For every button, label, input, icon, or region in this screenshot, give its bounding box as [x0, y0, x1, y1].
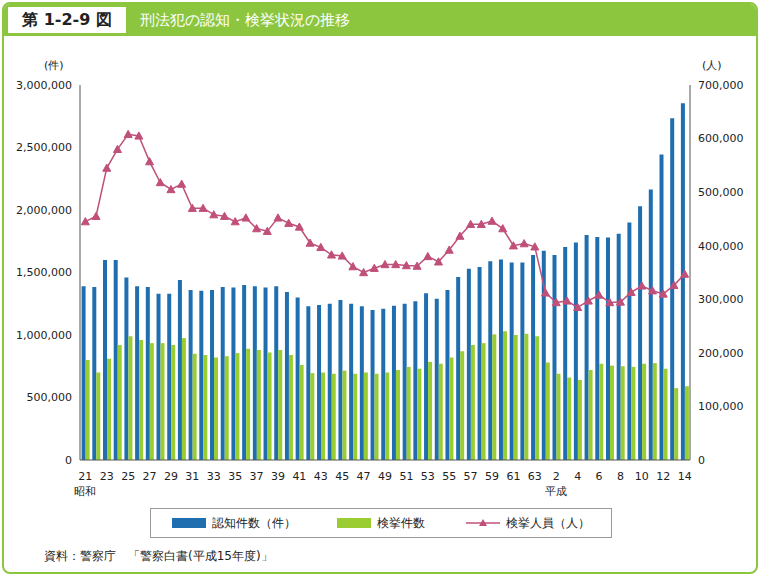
svg-text:47: 47 [357, 470, 371, 483]
svg-text:37: 37 [250, 470, 264, 483]
svg-text:100,000: 100,000 [698, 400, 744, 413]
svg-text:57: 57 [464, 470, 478, 483]
svg-text:8: 8 [617, 470, 624, 483]
html-text:(件): (件) [44, 59, 64, 72]
svg-text:1,500,000: 1,500,000 [16, 266, 72, 279]
html-text:刑法犯の認知・検挙状況の推移: 刑法犯の認知・検挙状況の推移 [140, 11, 350, 29]
html-text:資料：警察庁 「警察白書(平成15年度)」: 資料：警察庁 「警察白書(平成15年度)」 [44, 549, 273, 563]
svg-text:400,000: 400,000 [698, 240, 744, 253]
svg-text:12: 12 [656, 470, 670, 483]
svg-text:43: 43 [314, 470, 328, 483]
svg-text:35: 35 [228, 470, 242, 483]
svg-text:31: 31 [185, 470, 199, 483]
svg-text:14: 14 [678, 470, 692, 483]
svg-text:3,000,000: 3,000,000 [16, 79, 72, 92]
svg-text:23: 23 [100, 470, 114, 483]
svg-text:0: 0 [65, 454, 72, 467]
html-text:検挙件数: 検挙件数 [377, 515, 425, 530]
svg-text:0: 0 [698, 454, 705, 467]
svg-text:500,000: 500,000 [27, 391, 73, 404]
svg-text:25: 25 [121, 470, 135, 483]
svg-text:2,000,000: 2,000,000 [16, 204, 72, 217]
svg-text:2,500,000: 2,500,000 [16, 141, 72, 154]
svg-text:53: 53 [421, 470, 435, 483]
svg-text:1,000,000: 1,000,000 [16, 329, 72, 342]
svg-text:300,000: 300,000 [698, 293, 744, 306]
svg-text:10: 10 [635, 470, 649, 483]
html-text:検挙人員（人）: 検挙人員（人） [506, 515, 591, 530]
html-text:第 1-2-9 図: 第 1-2-9 図 [22, 10, 112, 29]
svg-text:39: 39 [271, 470, 285, 483]
svg-text:6: 6 [596, 470, 603, 483]
svg-text:昭和: 昭和 [74, 485, 96, 498]
svg-text:41: 41 [292, 470, 306, 483]
html-text:(人): (人) [702, 59, 722, 72]
svg-text:平成: 平成 [545, 485, 567, 498]
html-text:認知件数（件）: 認知件数（件） [211, 515, 296, 530]
svg-text:700,000: 700,000 [698, 79, 744, 92]
svg-text:51: 51 [399, 470, 413, 483]
svg-text:200,000: 200,000 [698, 347, 744, 360]
svg-text:63: 63 [528, 470, 542, 483]
svg-text:55: 55 [442, 470, 456, 483]
svg-text:4: 4 [574, 470, 581, 483]
svg-text:2: 2 [553, 470, 560, 483]
svg-text:45: 45 [335, 470, 349, 483]
svg-text:59: 59 [485, 470, 499, 483]
svg-text:500,000: 500,000 [698, 186, 744, 199]
svg-text:21: 21 [78, 470, 92, 483]
svg-text:61: 61 [506, 470, 520, 483]
svg-text:600,000: 600,000 [698, 132, 744, 145]
svg-text:49: 49 [378, 470, 392, 483]
svg-text:27: 27 [143, 470, 157, 483]
svg-text:29: 29 [164, 470, 178, 483]
svg-text:33: 33 [207, 470, 221, 483]
